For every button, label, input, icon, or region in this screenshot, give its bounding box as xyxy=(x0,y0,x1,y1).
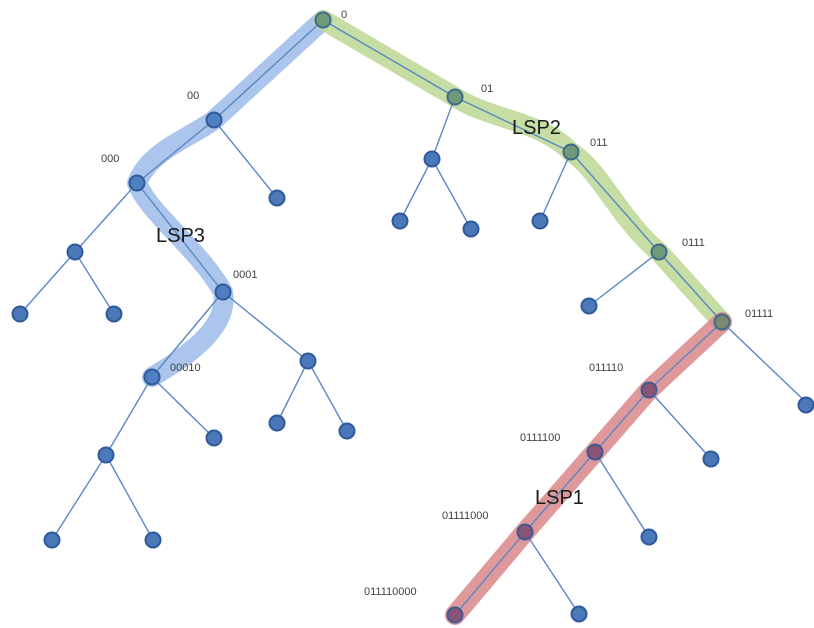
tree-node xyxy=(144,531,162,549)
tree-edge xyxy=(648,321,723,391)
tree-edge xyxy=(454,531,526,616)
tree-node xyxy=(570,605,588,623)
node-label-0111100: 0111100 xyxy=(520,432,560,444)
lsp2-label: LSP2 xyxy=(512,117,561,139)
node-labels: 0 00 01 000 011 0001 0111 00010 01111 01… xyxy=(101,9,773,598)
tree-node xyxy=(797,396,814,414)
tree-node xyxy=(268,414,286,432)
lsp3-path xyxy=(127,10,333,387)
tree-node-00 xyxy=(205,111,223,129)
tree-edge xyxy=(136,182,224,293)
tree-edge xyxy=(431,158,472,230)
tree-node-000 xyxy=(128,174,146,192)
tree-node xyxy=(338,422,356,440)
tree-node xyxy=(66,243,84,261)
tree-node xyxy=(640,528,658,546)
tree-edge xyxy=(74,251,115,315)
node-label-00: 00 xyxy=(187,90,199,102)
tree-node-011110 xyxy=(640,381,658,399)
tree-node-0111100 xyxy=(586,443,604,461)
tree-edge xyxy=(151,291,224,378)
tree-node xyxy=(205,429,223,447)
tree-node-0111 xyxy=(650,243,668,261)
tree-node-0001 xyxy=(214,283,232,301)
tree-edge xyxy=(524,451,596,533)
tree-nodes xyxy=(11,11,814,624)
tree-edge xyxy=(539,151,572,222)
node-label-root: 0 xyxy=(341,9,347,21)
tree-edge xyxy=(276,360,309,424)
tree-node-01111000 xyxy=(516,523,534,541)
tree-edge xyxy=(399,158,433,222)
tree-edge xyxy=(721,321,810,406)
node-label-000: 000 xyxy=(101,153,119,165)
tree-edge xyxy=(222,291,309,362)
tree-edge xyxy=(19,251,76,315)
lsp2-path xyxy=(313,10,732,332)
tree-edge xyxy=(524,531,580,615)
tree-node xyxy=(43,531,61,549)
tree-node-01 xyxy=(446,88,464,106)
tree-edge xyxy=(307,360,348,432)
tree-edge xyxy=(136,119,215,184)
tree-edge xyxy=(588,251,660,307)
tree-edge xyxy=(213,19,324,121)
tree-node xyxy=(11,305,29,323)
tree-edge xyxy=(213,119,278,199)
tree-node xyxy=(423,150,441,168)
lsp3-label: LSP3 xyxy=(156,225,205,247)
node-label-00010: 00010 xyxy=(170,362,201,374)
node-label-01111000: 01111000 xyxy=(442,510,489,522)
tree-node-011 xyxy=(562,143,580,161)
tree-node xyxy=(531,212,549,230)
tree-node xyxy=(462,220,480,238)
tree-node xyxy=(268,189,286,207)
tree-node-00010 xyxy=(143,368,161,386)
node-label-011110: 011110 xyxy=(589,362,623,374)
node-label-0111: 0111 xyxy=(682,237,705,249)
tree-edge xyxy=(594,451,650,538)
tree-edge xyxy=(570,151,660,253)
node-label-011: 011 xyxy=(590,137,608,149)
tree-node xyxy=(391,212,409,230)
tree-edge xyxy=(454,96,572,153)
tree-edge xyxy=(322,19,456,98)
tree-edge xyxy=(648,389,712,460)
tree-edges xyxy=(19,19,810,616)
tree-edge xyxy=(594,389,650,453)
tree-node-root xyxy=(314,11,332,29)
tree-edge xyxy=(74,182,138,253)
tree-node xyxy=(702,450,720,468)
tree-edge xyxy=(658,251,723,323)
tree-node-01111 xyxy=(713,313,731,331)
tree-edge xyxy=(431,96,456,160)
tree-node xyxy=(580,297,598,315)
tree-edge xyxy=(105,454,154,541)
lsp-labels: LSP1 LSP2 LSP3 xyxy=(156,117,584,509)
tree-node xyxy=(97,446,115,464)
node-label-011110000: 011110000 xyxy=(364,586,417,598)
tree-edge xyxy=(151,376,215,439)
node-label-01111: 01111 xyxy=(745,308,773,320)
tree-edge xyxy=(105,376,153,456)
tree-node-011110000 xyxy=(446,606,464,624)
tree-node xyxy=(299,352,317,370)
tree-edge xyxy=(51,454,107,541)
node-label-0001: 0001 xyxy=(233,269,257,281)
lsp1-label: LSP1 xyxy=(535,487,584,509)
node-label-01: 01 xyxy=(481,83,493,95)
tree-node xyxy=(105,305,123,323)
